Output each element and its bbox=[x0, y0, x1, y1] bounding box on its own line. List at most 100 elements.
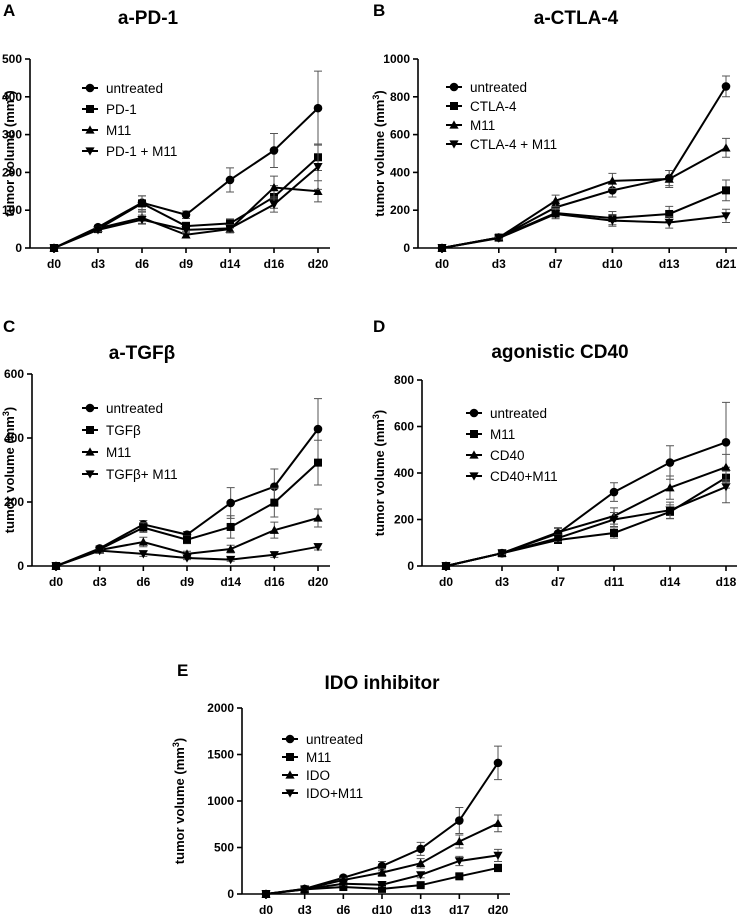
chart-d-legend-marker bbox=[469, 408, 479, 418]
chart-a-data-point bbox=[93, 226, 103, 235]
chart-b-legend-marker bbox=[450, 102, 458, 110]
chart-d-data-point bbox=[609, 487, 619, 497]
chart-c-data-point bbox=[313, 513, 323, 522]
chart-c-series-1 bbox=[51, 398, 323, 571]
chart-a-legend-label: untreated bbox=[106, 81, 163, 96]
chart-e-x-tick-label: d6 bbox=[336, 903, 350, 916]
chart-b-x-tick-label: d3 bbox=[492, 257, 506, 271]
chart-a-x-tick-label: d20 bbox=[308, 257, 329, 271]
chart-a-legend-label: PD-1 bbox=[106, 102, 137, 117]
chart-c-data-point bbox=[182, 554, 192, 563]
chart-c-data-point bbox=[226, 544, 236, 553]
chart-c-data-point bbox=[270, 498, 279, 507]
chart-b-panel-label: B bbox=[373, 1, 385, 20]
chart-a-legend-marker bbox=[85, 125, 95, 134]
chart-b-data-point bbox=[551, 210, 561, 219]
chart-c-x-tick-label: d16 bbox=[264, 575, 285, 589]
chart-e-data-point bbox=[416, 871, 426, 880]
chart-c-y-label: tumor volume (mm3) bbox=[1, 407, 17, 533]
chart-b-data-point bbox=[721, 212, 731, 221]
chart-e-x-tick-label: d0 bbox=[259, 903, 273, 916]
chart-a-panel-label: A bbox=[3, 1, 15, 20]
chart-d-series-1 bbox=[441, 401, 731, 571]
chart-d-legend-label: CD40 bbox=[490, 448, 525, 463]
chart-a-y-tick-label: 500 bbox=[2, 52, 22, 66]
chart-d-data-point bbox=[610, 528, 618, 537]
chart-d-legend-marker bbox=[469, 472, 479, 481]
chart-a-data-point bbox=[226, 219, 234, 228]
chart-e-series-4 bbox=[261, 848, 503, 899]
chart-d-legend-label: untreated bbox=[490, 406, 547, 421]
chart-e-panel-label: E bbox=[177, 661, 188, 680]
chart-a-data-point bbox=[181, 226, 191, 235]
chart-e-data-point bbox=[455, 872, 464, 881]
chart-e-data-point bbox=[261, 890, 271, 899]
chart-c-legend-label: M11 bbox=[106, 445, 131, 460]
chart-d-legend-marker bbox=[470, 430, 478, 438]
chart-a-x-tick-label: d0 bbox=[47, 257, 61, 271]
chart-d-panel-label: D bbox=[373, 317, 385, 336]
chart-b-data-point bbox=[721, 82, 731, 91]
chart-a-x-tick-label: d6 bbox=[135, 257, 149, 271]
chart-b-y-tick-label: 800 bbox=[390, 90, 410, 104]
chart-d-data-point bbox=[665, 458, 675, 467]
chart-d-series-2 bbox=[442, 466, 730, 570]
chart-b-data-point bbox=[551, 196, 561, 205]
chart-b-legend-label: M11 bbox=[470, 118, 495, 133]
chart-e-data-point bbox=[377, 881, 387, 890]
chart-c-x-tick-label: d20 bbox=[308, 575, 329, 589]
chart-a-y-tick-label: 0 bbox=[15, 241, 22, 255]
chart-d-data-point bbox=[721, 483, 731, 492]
chart-d-series-line bbox=[445, 466, 727, 567]
chart-a-data-point bbox=[269, 146, 279, 155]
chart-a-y-tick-label: 200 bbox=[2, 165, 22, 179]
chart-a-data-point bbox=[225, 224, 235, 233]
chart-a-data-point bbox=[269, 182, 279, 192]
chart-e-x-tick-label: d10 bbox=[372, 903, 393, 916]
chart-d-y-label: tumor volume (mm3) bbox=[371, 410, 387, 536]
chart-a-y-tick-label: 400 bbox=[2, 90, 22, 104]
chart-c-data-point bbox=[138, 550, 148, 559]
chart-d-x-tick-label: d11 bbox=[604, 575, 624, 589]
chart-a-y-tick-label: 300 bbox=[2, 128, 22, 142]
chart-e-data-point bbox=[493, 758, 503, 768]
chart-a-x-tick-label: d14 bbox=[220, 257, 241, 271]
chart-d-series-4 bbox=[441, 470, 731, 571]
chart-d-data-point bbox=[665, 506, 675, 515]
chart-a-data-point bbox=[313, 103, 323, 113]
chart-d-x-tick-label: d3 bbox=[495, 575, 509, 589]
chart-b-x-tick-label: d7 bbox=[549, 257, 563, 271]
chart-e-data-point bbox=[493, 851, 503, 861]
chart-c-data-point bbox=[314, 458, 322, 467]
chart-d-y-tick-label: 200 bbox=[394, 513, 414, 527]
chart-d-y-tick-label: 0 bbox=[407, 559, 414, 573]
chart-c-data-point bbox=[226, 498, 235, 508]
chart-e-legend-label: IDO bbox=[306, 768, 330, 783]
chart-e-data-point bbox=[454, 857, 464, 866]
chart-d-data-point bbox=[721, 438, 731, 447]
chart-c-data-point bbox=[183, 535, 191, 544]
chart-c-x-tick-label: d0 bbox=[49, 575, 63, 589]
chart-b-data-point bbox=[437, 244, 447, 253]
chart-e-y-tick-label: 0 bbox=[227, 887, 234, 901]
chart-b-data-point bbox=[665, 209, 674, 218]
chart-a-data-point bbox=[313, 186, 323, 195]
chart-d-legend-marker bbox=[469, 450, 479, 459]
chart-d-x-tick-label: d7 bbox=[551, 575, 565, 589]
chart-a-data-point bbox=[313, 163, 323, 172]
chart-d-y-tick-label: 800 bbox=[394, 373, 414, 387]
chart-a-data-point bbox=[225, 175, 235, 185]
chart-a-y-tick-label: 100 bbox=[2, 203, 22, 217]
chart-b-data-point bbox=[664, 174, 674, 183]
chart-c-data-point bbox=[226, 522, 235, 531]
chart-c-data-point bbox=[226, 555, 236, 565]
chart-c-data-point bbox=[270, 482, 279, 491]
chart-a-x-tick-label: d16 bbox=[264, 257, 285, 271]
chart-b-legend-label: CTLA-4 bbox=[470, 99, 517, 114]
chart-e-y-tick-label: 500 bbox=[214, 841, 234, 855]
chart-d-data-point bbox=[665, 483, 675, 492]
chart-c-data-point bbox=[138, 537, 148, 546]
chart-e-data-point bbox=[377, 861, 387, 871]
